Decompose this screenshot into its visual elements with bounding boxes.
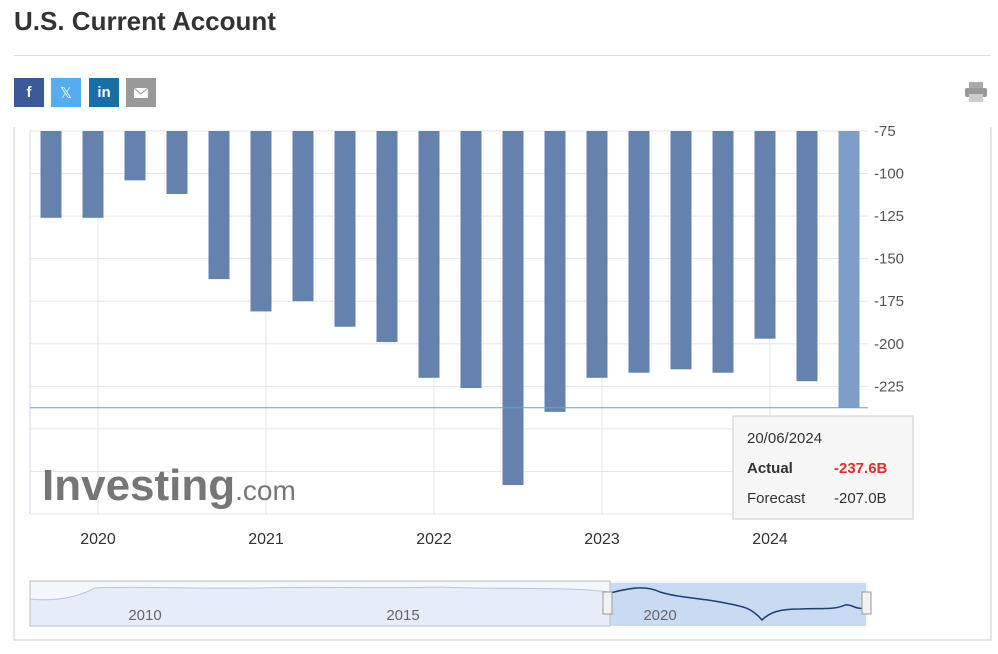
- navigator-label: 2010: [128, 607, 161, 624]
- navigator-label: 2015: [386, 607, 419, 624]
- y-tick-label: -150: [874, 251, 904, 268]
- y-tick-label: -100: [874, 166, 904, 183]
- bar: [628, 131, 650, 373]
- navigator-handle[interactable]: [861, 591, 872, 615]
- mail-icon: [133, 86, 149, 99]
- share-email[interactable]: [126, 78, 156, 107]
- bar: [796, 131, 818, 382]
- y-tick-label: -225: [874, 378, 904, 395]
- share-linkedin[interactable]: in: [89, 78, 119, 107]
- bar: [292, 131, 314, 302]
- bar: [208, 131, 230, 280]
- navigator: 2010 2015 2020: [29, 580, 872, 627]
- tooltip: 20/06/2024 Actual -237.6B Forecast -207.0B: [732, 415, 914, 520]
- bar: [670, 131, 692, 370]
- bar: [250, 131, 272, 312]
- divider: [14, 55, 991, 56]
- bar: [460, 131, 482, 389]
- y-tick-label: -175: [874, 293, 904, 310]
- y-tick-label: -125: [874, 208, 904, 225]
- plot: -75-100-125-150-175-200-225-250-275-3002…: [29, 123, 904, 548]
- tooltip-date: 20/06/2024: [747, 430, 822, 447]
- bar: [502, 131, 524, 486]
- bar: [124, 131, 146, 181]
- bar: [712, 131, 734, 373]
- watermark-domain: .com: [235, 475, 296, 506]
- bar: [838, 131, 860, 408]
- y-tick-label: -75: [874, 123, 896, 140]
- page-title: U.S. Current Account: [14, 6, 276, 36]
- navigator-label: 2020: [643, 607, 676, 624]
- bar: [334, 131, 356, 327]
- bar: [166, 131, 188, 194]
- tooltip-bg: [732, 415, 914, 520]
- bar: [40, 131, 62, 218]
- bar: [754, 131, 776, 339]
- bar: [82, 131, 104, 218]
- x-tick-label: 2023: [584, 531, 620, 548]
- bar: [586, 131, 608, 378]
- x-tick-label: 2024: [752, 531, 788, 548]
- navigator-area: [29, 586, 611, 627]
- print-icon[interactable]: [964, 81, 988, 103]
- x-tick-label: 2021: [248, 531, 284, 548]
- tooltip-actual: -237.6B: [834, 460, 888, 477]
- watermark-brand: Investing: [42, 461, 235, 510]
- watermark: Investing.com: [42, 461, 296, 510]
- navigator-line: [609, 587, 867, 622]
- share-x[interactable]: 𝕏: [51, 78, 81, 107]
- x-tick-label: 2022: [416, 531, 452, 548]
- tooltip-forecast-label: Forecast: [747, 490, 806, 507]
- share-facebook[interactable]: f: [14, 78, 44, 107]
- bar: [376, 131, 398, 343]
- tooltip-actual-label: Actual: [747, 460, 793, 477]
- bar: [418, 131, 440, 378]
- y-tick-label: -200: [874, 336, 904, 353]
- bar: [544, 131, 566, 412]
- x-tick-label: 2020: [80, 531, 116, 548]
- tooltip-forecast: -207.0B: [834, 490, 887, 507]
- navigator-selection: [610, 583, 866, 626]
- navigator-handle[interactable]: [602, 591, 613, 615]
- top-shade: [15, 125, 990, 131]
